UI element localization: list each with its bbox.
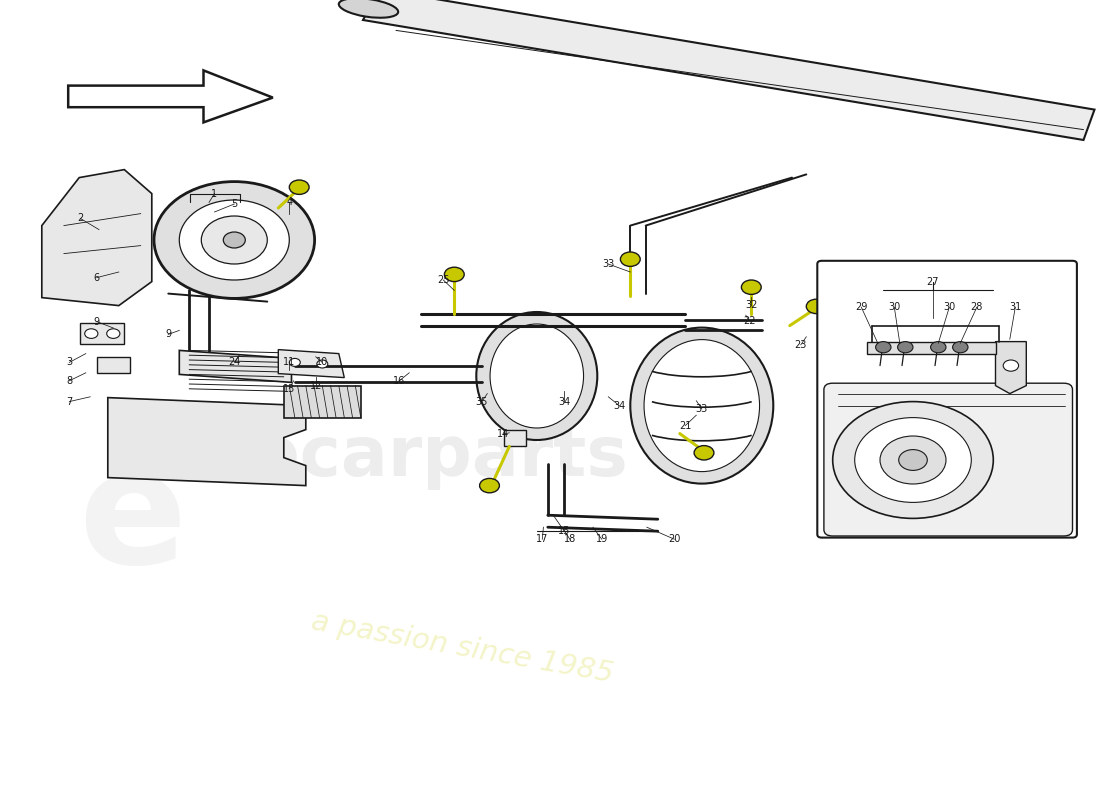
Polygon shape <box>97 357 130 373</box>
Polygon shape <box>179 350 292 382</box>
Circle shape <box>223 232 245 248</box>
Text: 1: 1 <box>211 189 218 198</box>
FancyBboxPatch shape <box>817 261 1077 538</box>
Text: 18: 18 <box>563 534 576 544</box>
Text: 12: 12 <box>309 382 322 391</box>
Ellipse shape <box>645 339 760 472</box>
Text: 25: 25 <box>437 275 450 285</box>
Text: 20: 20 <box>668 534 681 544</box>
Polygon shape <box>42 170 152 306</box>
Circle shape <box>806 299 826 314</box>
Circle shape <box>694 446 714 460</box>
Circle shape <box>855 418 971 502</box>
Text: 19: 19 <box>595 534 608 544</box>
Text: 11: 11 <box>283 358 296 367</box>
Ellipse shape <box>476 312 597 440</box>
Text: 33: 33 <box>602 259 615 269</box>
Text: 35: 35 <box>475 397 488 406</box>
Text: 34: 34 <box>558 397 571 406</box>
Circle shape <box>898 342 913 353</box>
Circle shape <box>833 402 993 518</box>
FancyBboxPatch shape <box>824 383 1072 536</box>
Polygon shape <box>867 342 996 354</box>
Circle shape <box>953 342 968 353</box>
Text: 2: 2 <box>77 214 84 223</box>
Text: 17: 17 <box>536 534 549 544</box>
Text: 34: 34 <box>613 401 626 410</box>
Circle shape <box>317 360 328 368</box>
Polygon shape <box>108 398 306 486</box>
Text: 3: 3 <box>66 358 73 367</box>
Circle shape <box>741 280 761 294</box>
Circle shape <box>107 329 120 338</box>
Ellipse shape <box>490 324 583 428</box>
Text: 7: 7 <box>66 397 73 406</box>
Text: 28: 28 <box>970 302 983 312</box>
Text: eurocarparts: eurocarparts <box>121 422 627 490</box>
Circle shape <box>480 478 499 493</box>
Ellipse shape <box>630 328 773 483</box>
Text: 4: 4 <box>286 197 293 206</box>
Polygon shape <box>504 430 526 446</box>
Text: 32: 32 <box>745 300 758 310</box>
Circle shape <box>899 450 927 470</box>
Text: 5: 5 <box>231 199 238 209</box>
Text: 9: 9 <box>165 330 172 339</box>
Polygon shape <box>284 386 361 418</box>
Polygon shape <box>278 350 344 378</box>
Ellipse shape <box>339 0 398 18</box>
Circle shape <box>444 267 464 282</box>
Text: e: e <box>78 442 186 598</box>
Text: 14: 14 <box>496 430 509 439</box>
Circle shape <box>289 180 309 194</box>
Text: 24: 24 <box>228 358 241 367</box>
Text: 6: 6 <box>94 273 100 282</box>
Text: 23: 23 <box>794 340 807 350</box>
Circle shape <box>1003 360 1019 371</box>
Polygon shape <box>363 0 1094 140</box>
Text: 22: 22 <box>742 316 756 326</box>
Text: 29: 29 <box>855 302 868 312</box>
Text: 10: 10 <box>316 358 329 367</box>
Text: 21: 21 <box>679 421 692 430</box>
Text: 16: 16 <box>393 376 406 386</box>
Circle shape <box>620 252 640 266</box>
Text: 31: 31 <box>1009 302 1022 312</box>
Text: 27: 27 <box>926 278 939 287</box>
Text: 30: 30 <box>888 302 901 312</box>
Circle shape <box>289 358 300 366</box>
Polygon shape <box>68 70 273 122</box>
Text: 13: 13 <box>283 384 296 394</box>
Text: a passion since 1985: a passion since 1985 <box>309 608 615 688</box>
Polygon shape <box>996 342 1026 394</box>
Circle shape <box>201 216 267 264</box>
Polygon shape <box>80 323 124 344</box>
Circle shape <box>85 329 98 338</box>
Circle shape <box>876 342 891 353</box>
Text: 8: 8 <box>66 376 73 386</box>
Text: 9: 9 <box>94 317 100 326</box>
Circle shape <box>179 200 289 280</box>
Text: 15: 15 <box>558 526 571 536</box>
Text: 30: 30 <box>943 302 956 312</box>
Text: 33: 33 <box>695 404 708 414</box>
Circle shape <box>880 436 946 484</box>
Circle shape <box>931 342 946 353</box>
Circle shape <box>154 182 315 298</box>
